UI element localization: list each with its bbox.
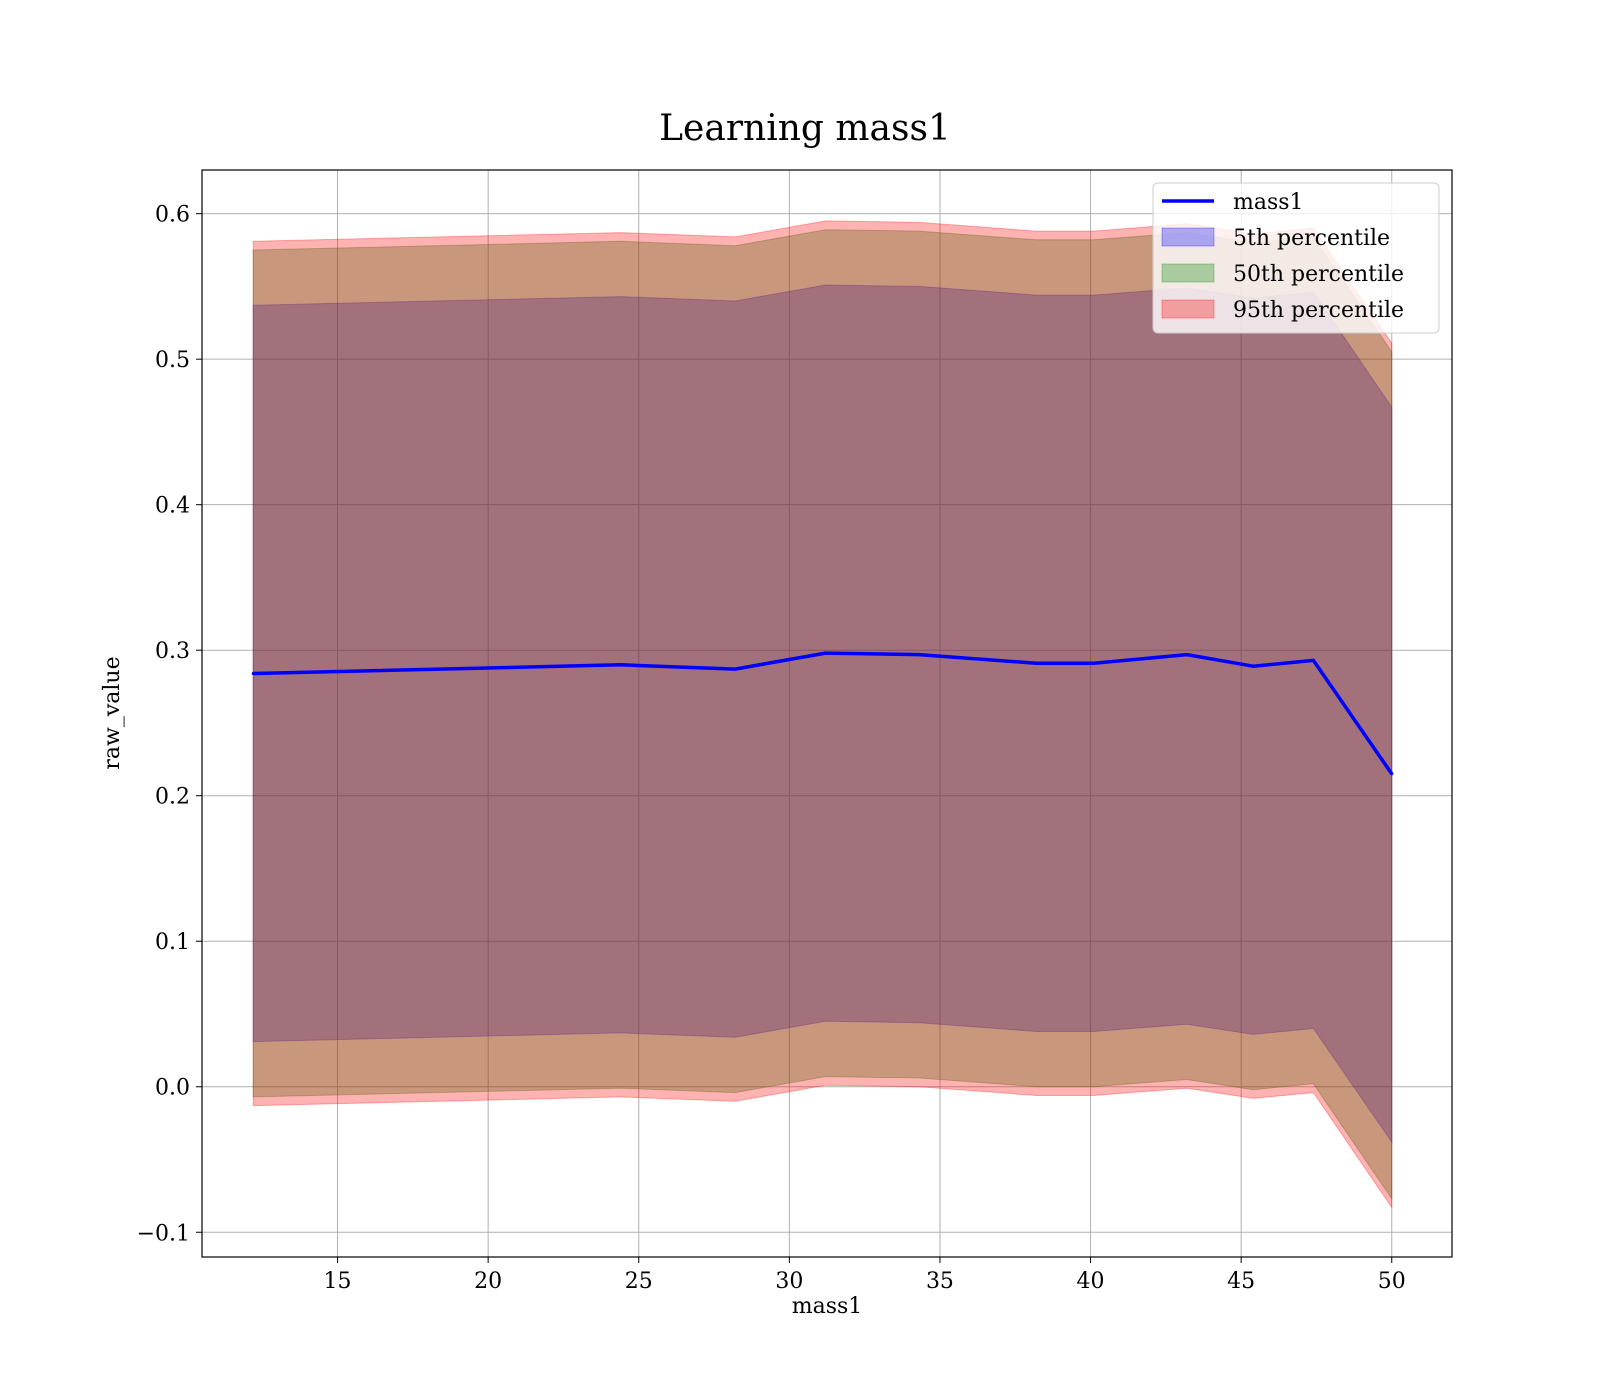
y-axis-label: raw_value — [100, 656, 125, 769]
series-point-mass1 — [733, 667, 737, 671]
y-tick-label: −0.1 — [137, 1221, 190, 1246]
series-point-mass1 — [1092, 661, 1096, 665]
legend-label-95th-percentile: 95th percentile — [1233, 298, 1404, 323]
legend-swatch-5th-percentile — [1161, 227, 1215, 247]
y-tick-label: 0.6 — [155, 203, 190, 228]
x-tick-label: 35 — [926, 1269, 954, 1294]
x-tick-label: 40 — [1077, 1269, 1105, 1294]
legend-swatch-95th-percentile — [1161, 299, 1215, 319]
y-tick-label: 0.3 — [155, 639, 190, 664]
series-point-mass1 — [824, 651, 827, 655]
y-tick-label: 0.0 — [155, 1076, 190, 1101]
legend-swatch-50th-percentile — [1161, 263, 1215, 283]
legend-label-5th-percentile: 5th percentile — [1233, 226, 1390, 251]
x-tick-label: 45 — [1227, 1269, 1255, 1294]
grid — [202, 170, 1452, 1257]
axes-frame — [201, 169, 1453, 1258]
series-point-mass1 — [1251, 664, 1255, 668]
x-tick-label: 20 — [474, 1269, 502, 1294]
legend-label-50th-percentile: 50th percentile — [1233, 262, 1404, 287]
series-point-mass1 — [1311, 658, 1315, 662]
series-point-mass1 — [917, 653, 921, 657]
y-tick-label: 0.1 — [155, 930, 190, 955]
band-5th-percentile — [252, 284, 1393, 1144]
series-point-mass1 — [1034, 661, 1038, 665]
legend-box — [1152, 182, 1440, 334]
series-point-mass1 — [1390, 772, 1394, 776]
x-tick-label: 15 — [324, 1269, 352, 1294]
series-point-mass1 — [619, 663, 623, 667]
percentile-bands — [252, 220, 1393, 1210]
x-tick-label: 50 — [1378, 1269, 1406, 1294]
x-tick-label: 30 — [775, 1269, 803, 1294]
x-tick-label: 25 — [625, 1269, 653, 1294]
series-point-mass1 — [251, 672, 255, 675]
series-line-layer — [251, 651, 1394, 776]
y-tick-label: 0.5 — [155, 348, 190, 373]
legend: mass1 5th percentile 50th percentile 95t… — [1152, 182, 1440, 334]
series-point-mass1 — [1185, 653, 1189, 657]
y-tick-label: 0.2 — [155, 785, 190, 810]
y-tick-label: 0.4 — [155, 494, 190, 519]
band-95th-percentile — [252, 220, 1393, 1210]
chart-title: Learning mass1 — [659, 108, 951, 149]
legend-label-mass1: mass1 — [1233, 190, 1304, 215]
band-50th-percentile — [252, 229, 1393, 1201]
x-axis-label: mass1 — [792, 1294, 863, 1319]
ticks: 15 20 25 30 35 40 45 50 −0.1 0.0 0.1 0.2 0.3 0.4 0.5 0.… — [137, 203, 1406, 1294]
